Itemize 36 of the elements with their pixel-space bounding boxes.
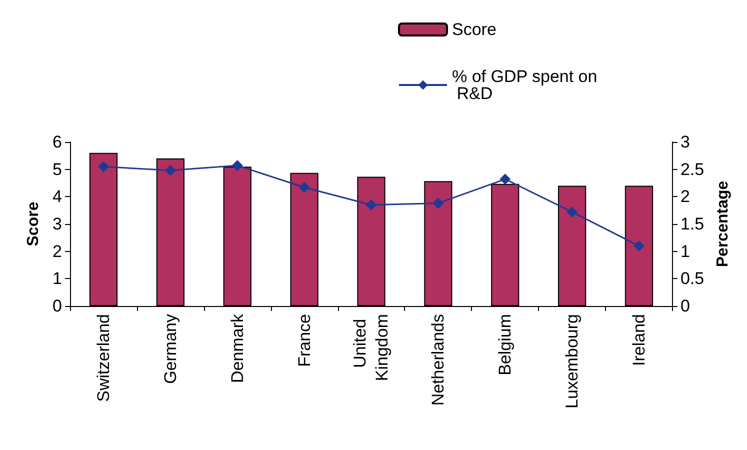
y2-tick-label: 1.5: [680, 214, 704, 234]
y2-axis-title: Percentage: [714, 180, 732, 268]
y-tick-label: 2: [52, 242, 62, 261]
point: [633, 240, 644, 252]
x-tick-label: Netherlands: [428, 314, 448, 406]
y-axis-title: Score: [25, 202, 42, 246]
x-tick-label: United Kingdom: [350, 314, 392, 382]
y2-tick-label: 0: [680, 296, 690, 316]
x-tick-label: Germany: [160, 314, 180, 384]
point: [566, 206, 578, 218]
x-tick-label: Luxembourg: [562, 314, 582, 409]
y2-tick-label: 0.5: [680, 269, 704, 288]
y-tick-label: 4: [52, 187, 62, 206]
y2-tick-label: 2: [680, 187, 690, 206]
x-tick-label: Switzerland: [94, 314, 113, 402]
x-tick-label: France: [294, 314, 314, 367]
point: [232, 160, 243, 172]
point: [298, 182, 310, 193]
x-tick-label: Belgium: [496, 314, 515, 376]
y2-tick-label: 2.5: [680, 160, 704, 179]
x-tick-label: Denmark: [228, 314, 247, 383]
y2-tick-label: 1: [680, 242, 690, 261]
legend-label: % of GDP spent on R&D: [452, 67, 598, 103]
point: [98, 161, 109, 172]
y-tick-label: 6: [52, 132, 62, 152]
point: [366, 199, 377, 210]
y-tick-label: 1: [52, 269, 62, 288]
point: [164, 164, 176, 176]
legend-label: Score: [452, 20, 496, 39]
y-tick-label: 5: [52, 160, 62, 179]
point: [432, 198, 444, 209]
y-tick-label: 3: [52, 214, 62, 234]
x-tick-label: Ireland: [629, 314, 648, 366]
y-tick-label: 0: [52, 296, 62, 316]
point: [500, 174, 511, 185]
y2-tick-label: 3: [680, 132, 690, 152]
